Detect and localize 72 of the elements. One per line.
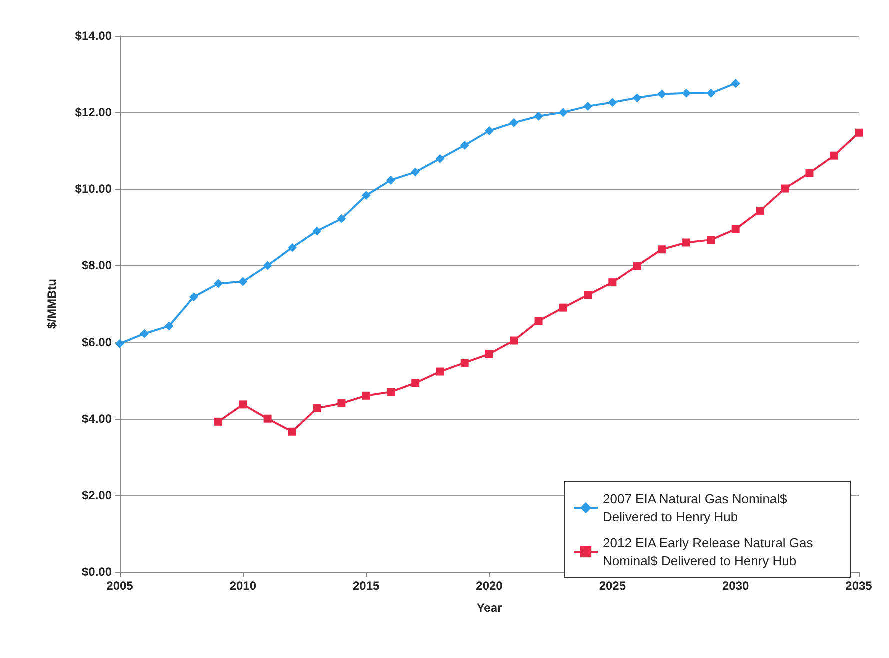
point — [534, 112, 544, 121]
point — [608, 278, 617, 287]
x-tick-label: 2015 — [352, 579, 380, 593]
point — [756, 206, 764, 215]
x-tick-label: 2005 — [106, 579, 134, 593]
point — [682, 88, 692, 98]
legend-label: 2012 EIA Early Release Natural Gas Nominal$ Delivered to Henry Hub — [603, 536, 817, 568]
y-tick-label: $8.00 — [82, 258, 112, 273]
point — [608, 98, 618, 108]
point — [682, 238, 691, 247]
x-tick-label: 2020 — [476, 579, 504, 593]
y-tick-label: $12.00 — [75, 106, 112, 120]
x-tick-label: 2025 — [599, 579, 626, 593]
point — [313, 404, 322, 413]
point — [558, 108, 568, 118]
y-tick-label: $0.00 — [82, 565, 112, 579]
point — [460, 358, 469, 367]
point — [510, 118, 519, 128]
x-tick-label: 2010 — [230, 579, 257, 593]
point — [288, 428, 296, 436]
y-tick-label: $14.00 — [75, 29, 112, 43]
point — [264, 414, 272, 423]
point — [362, 392, 370, 400]
point — [485, 126, 494, 136]
point — [214, 279, 224, 288]
point — [584, 102, 593, 111]
point — [337, 214, 346, 224]
x-tick-label: 2030 — [722, 579, 750, 593]
y-tick-label: $6.00 — [82, 335, 112, 350]
y-tick-label: $2.00 — [82, 488, 112, 502]
y-tick-label: $10.00 — [75, 182, 112, 196]
point — [140, 329, 150, 338]
point — [116, 339, 124, 348]
point — [411, 168, 420, 177]
point — [706, 88, 716, 98]
point — [584, 291, 592, 300]
point — [312, 226, 322, 236]
point — [534, 317, 543, 326]
point — [830, 152, 838, 160]
point — [238, 277, 248, 286]
point — [288, 243, 297, 252]
x-axis-title: Year — [476, 601, 503, 615]
point — [386, 388, 395, 396]
point — [460, 140, 470, 150]
point — [855, 128, 863, 137]
point — [214, 418, 223, 426]
x-tick-label: 2035 — [846, 579, 873, 593]
point — [806, 169, 814, 178]
point — [436, 368, 444, 376]
point — [239, 400, 248, 409]
point — [657, 90, 666, 99]
y-axis-title: $/MMBtu — [45, 279, 59, 329]
point — [338, 400, 346, 408]
y-tick-label: $4.00 — [82, 412, 112, 426]
point — [658, 246, 666, 254]
point — [164, 322, 174, 331]
point — [731, 78, 740, 88]
point — [633, 262, 642, 270]
point — [436, 154, 445, 164]
point — [412, 379, 420, 388]
point — [510, 336, 518, 345]
point — [632, 94, 642, 103]
point — [386, 176, 396, 185]
point — [707, 236, 716, 244]
point — [559, 304, 568, 312]
point — [263, 261, 272, 270]
point — [732, 225, 740, 234]
point — [781, 184, 790, 193]
point — [189, 292, 198, 302]
point — [362, 191, 371, 200]
legend-label: 2007 EIA Natural Gas Nominal$ Delivered to Henry Hub — [603, 492, 791, 524]
point — [486, 350, 494, 358]
